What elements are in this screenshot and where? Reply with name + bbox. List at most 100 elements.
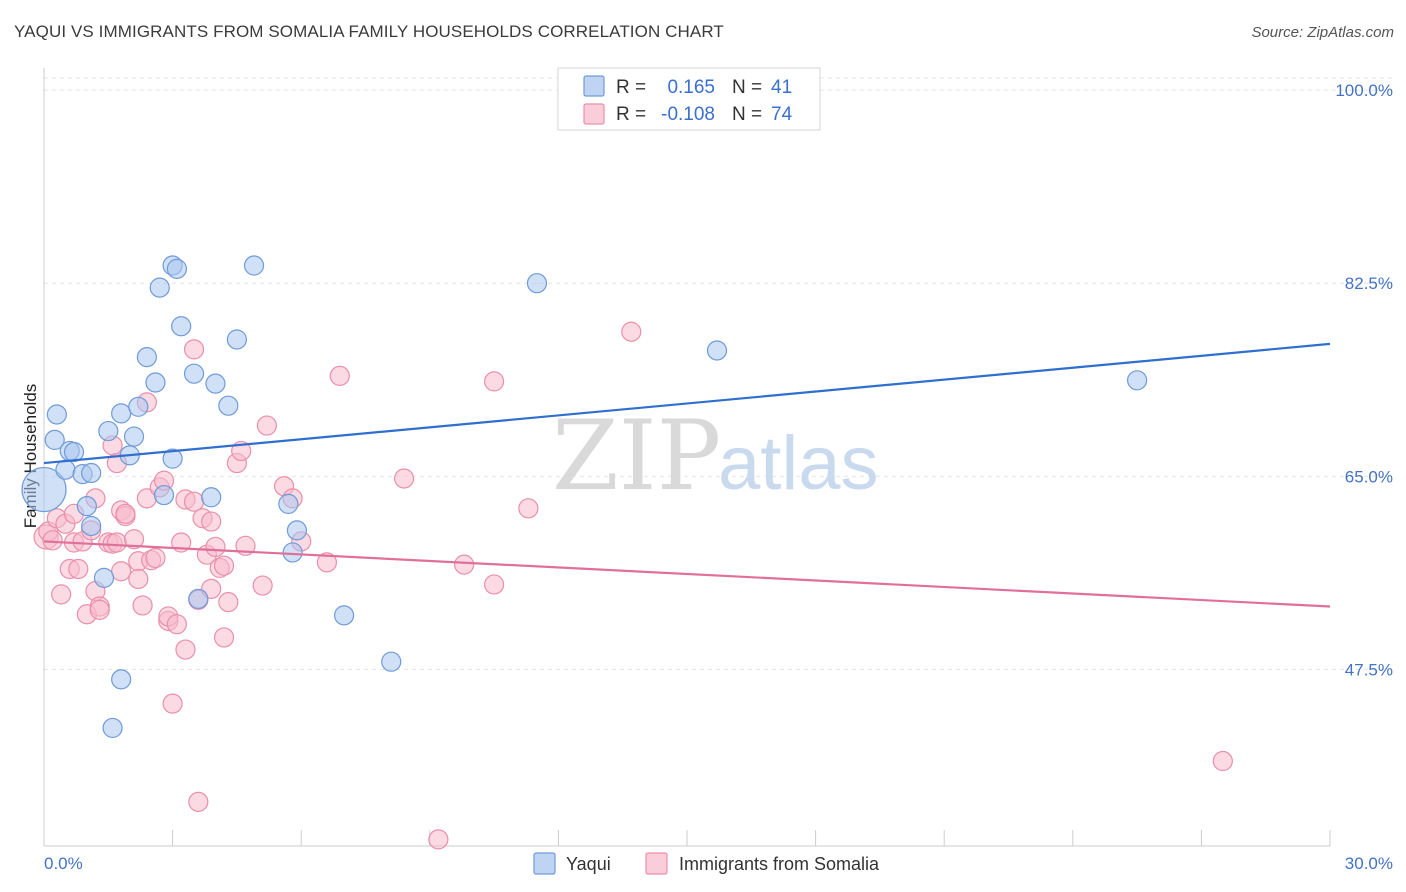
- chart-title: YAQUI VS IMMIGRANTS FROM SOMALIA FAMILY …: [14, 22, 724, 41]
- bottom-legend-swatch-somalia: [645, 852, 668, 875]
- yaqui-point-0: [21, 466, 67, 513]
- legend-r-label-somalia: R =: [616, 104, 646, 125]
- yaqui-point-28: [201, 487, 222, 508]
- yaqui-point-14: [111, 403, 132, 424]
- yaqui-point-38: [526, 273, 548, 294]
- legend-r-label-yaqui: R =: [616, 77, 646, 98]
- somalia-point-20: [106, 532, 127, 553]
- somalia-point-51: [205, 536, 226, 558]
- y-tick-label-2: 82.5%: [1345, 274, 1393, 293]
- yaqui-point-8: [76, 496, 97, 517]
- yaqui-point-21: [153, 484, 175, 506]
- bottom-legend-swatch-yaqui: [533, 852, 556, 875]
- somalia-point-71: [518, 498, 539, 519]
- somalia-point-55: [218, 592, 239, 613]
- x-axis-ticks: [43, 830, 1331, 846]
- somalia-point-73: [1212, 750, 1233, 772]
- yaqui-point-13: [111, 669, 132, 690]
- yaqui-point-7: [81, 462, 102, 484]
- somalia-point-49: [201, 511, 222, 532]
- yaqui-point-36: [333, 605, 355, 626]
- somalia-point-2: [42, 530, 63, 551]
- yaqui-point-11: [98, 420, 119, 442]
- watermark: ZIP atlas: [552, 400, 879, 512]
- yaqui-point-34: [282, 542, 303, 563]
- somalia-point-25: [115, 503, 136, 524]
- y-tick-labels: 47.5% 65.0% 82.5% 100.0%: [1335, 81, 1393, 679]
- yaqui-point-23: [162, 448, 183, 469]
- yaqui-point-3: [55, 459, 76, 480]
- yaqui-point-26: [183, 363, 205, 384]
- bottom-legend-label-yaqui: Yaqui: [566, 854, 611, 874]
- somalia-point-45: [188, 791, 209, 812]
- series-yaqui-points: [21, 255, 1148, 739]
- somalia-point-9: [68, 558, 89, 580]
- somalia-point-26: [123, 529, 145, 550]
- legend-r-value-somalia: -0.108: [661, 104, 715, 125]
- somalia-point-41: [175, 639, 196, 660]
- watermark-atlas: atlas: [718, 421, 879, 506]
- somalia-point-29: [132, 595, 153, 616]
- somalia-point-39: [166, 614, 187, 635]
- yaqui-point-32: [243, 255, 265, 276]
- yaqui-point-16: [123, 426, 145, 447]
- somalia-point-60: [256, 415, 278, 436]
- somalia-point-16: [89, 599, 110, 620]
- yaqui-point-19: [145, 372, 166, 393]
- yaqui-point-9: [81, 515, 102, 537]
- y-tick-label-0: 47.5%: [1345, 660, 1393, 679]
- somalia-point-54: [213, 627, 235, 648]
- x-tick-label-min: 0.0%: [44, 854, 83, 873]
- yaqui-point-30: [218, 395, 239, 416]
- x-tick-label-max: 30.0%: [1345, 854, 1393, 873]
- legend-swatch-yaqui: [583, 75, 605, 97]
- legend-n-label-somalia: N =: [732, 104, 762, 125]
- somalia-point-68: [453, 554, 475, 575]
- somalia-point-66: [393, 468, 415, 489]
- yaqui-point-33: [278, 493, 299, 515]
- yaqui-point-1: [46, 404, 67, 425]
- yaqui-point-31: [226, 329, 247, 350]
- somalia-point-59: [252, 575, 273, 596]
- somalia-point-33: [145, 547, 166, 569]
- somalia-point-28: [128, 568, 149, 590]
- legend-n-value-somalia: 74: [771, 104, 793, 125]
- somalia-point-64: [316, 552, 338, 573]
- yaqui-point-29: [205, 373, 226, 394]
- series-somalia-points: [33, 321, 1233, 850]
- somalia-point-72: [621, 321, 642, 342]
- legend-swatch-somalia: [583, 103, 605, 125]
- somalia-point-38: [162, 693, 183, 714]
- gridlines: [44, 77, 1393, 670]
- yaqui-point-24: [166, 258, 187, 279]
- yaqui-point-12: [102, 717, 123, 739]
- yaqui-point-18: [136, 347, 157, 368]
- yaqui-point-35: [286, 520, 308, 541]
- somalia-point-67: [428, 829, 449, 850]
- somalia-point-65: [329, 365, 350, 386]
- somalia-point-69: [484, 371, 505, 392]
- yaqui-point-40: [1126, 370, 1148, 391]
- source-label: Source: ZipAtlas.com: [1251, 24, 1394, 41]
- watermark-zip: ZIP: [552, 400, 721, 512]
- yaqui-point-2: [44, 429, 65, 450]
- trend-line-yaqui: [43, 342, 1331, 465]
- y-tick-label-1: 65.0%: [1345, 467, 1393, 486]
- legend-r-value-yaqui: 0.165: [667, 77, 715, 98]
- somalia-point-4: [51, 584, 72, 605]
- somalia-point-70: [484, 574, 505, 595]
- yaqui-point-10: [93, 567, 115, 588]
- yaqui-point-37: [381, 651, 402, 672]
- series-legend: Yaqui Immigrants from Somalia: [533, 852, 880, 875]
- somalia-point-53: [213, 555, 235, 576]
- yaqui-point-39: [706, 340, 728, 361]
- yaqui-point-5: [63, 441, 85, 463]
- correlation-legend: R = 0.165 N = 41 R = -0.108 N = 74: [557, 67, 821, 131]
- yaqui-point-25: [171, 316, 192, 337]
- trend-line-somalia: [43, 540, 1331, 608]
- yaqui-point-17: [128, 396, 149, 417]
- somalia-point-44: [183, 339, 205, 360]
- y-tick-label-3: 100.0%: [1335, 81, 1393, 100]
- legend-n-value-yaqui: 41: [771, 77, 792, 98]
